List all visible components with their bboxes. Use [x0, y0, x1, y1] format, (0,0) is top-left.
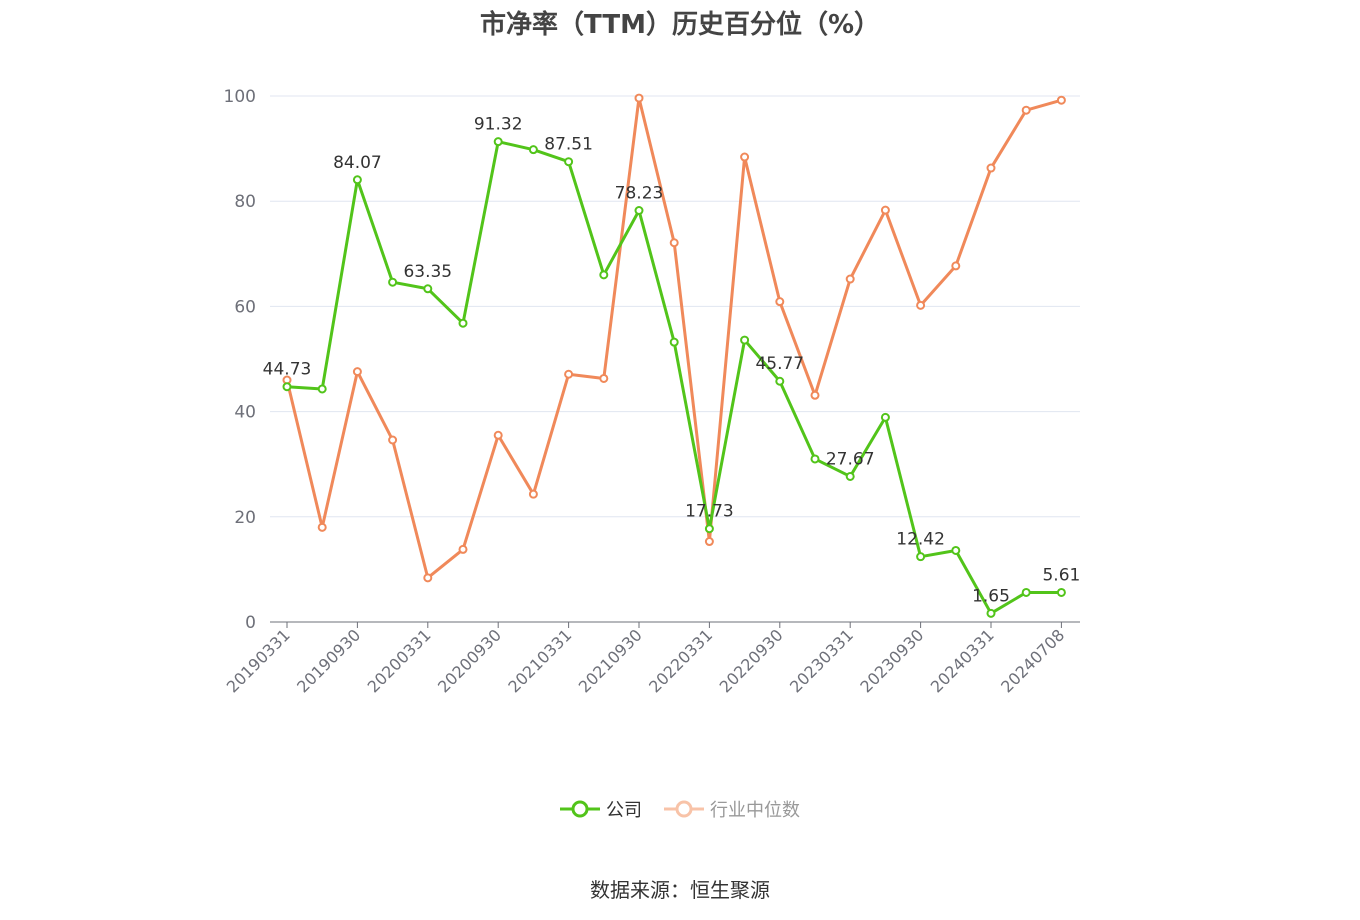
data-point[interactable] [740, 152, 750, 162]
x-tick-label: 20240708 [997, 625, 1068, 696]
data-label: 44.73 [263, 360, 312, 380]
x-tick-label: 20210331 [504, 625, 575, 696]
data-point[interactable] [317, 384, 327, 394]
data-label: 91.32 [474, 115, 523, 135]
data-point[interactable] [1021, 105, 1031, 115]
y-tick-label: 20 [234, 508, 256, 528]
data-point[interactable] [458, 318, 468, 328]
data-point[interactable] [599, 270, 609, 280]
data-label: 5.61 [1042, 565, 1080, 585]
x-tick-label: 20230930 [856, 625, 927, 696]
x-tick-label: 20200331 [364, 625, 435, 696]
data-point[interactable] [528, 145, 538, 155]
data-point[interactable] [423, 284, 433, 294]
data-point[interactable] [352, 175, 362, 185]
legend-item-company[interactable]: 公司 [560, 796, 642, 822]
data-point[interactable] [634, 93, 644, 103]
legend-marker-industry-icon [664, 800, 704, 818]
x-tick-label: 20190331 [223, 625, 294, 696]
data-point[interactable] [986, 163, 996, 173]
data-point[interactable] [388, 435, 398, 445]
data-point[interactable] [599, 373, 609, 383]
legend-marker-company-icon [560, 800, 600, 818]
data-label: 87.51 [544, 135, 593, 155]
data-point[interactable] [951, 261, 961, 271]
data-point[interactable] [704, 524, 714, 534]
data-point[interactable] [1021, 587, 1031, 597]
y-tick-label: 0 [245, 613, 256, 633]
data-point[interactable] [458, 544, 468, 554]
data-point[interactable] [493, 430, 503, 440]
x-tick-label: 20190930 [293, 625, 364, 696]
data-point[interactable] [669, 337, 679, 347]
y-tick-label: 40 [234, 403, 256, 423]
y-tick-label: 60 [234, 297, 256, 317]
data-source-note: 数据来源：恒生聚源 [590, 878, 770, 902]
data-label: 63.35 [403, 262, 452, 282]
data-point[interactable] [564, 369, 574, 379]
data-point[interactable] [634, 206, 644, 216]
data-label: 1.65 [972, 586, 1010, 606]
label-layer: 44.73 84.07 63.35 91.32 87.51 78.23 17.73 45.77… [263, 115, 1081, 607]
data-point[interactable] [704, 537, 714, 547]
data-point[interactable] [1056, 95, 1066, 105]
data-point[interactable] [528, 489, 538, 499]
data-label: 12.42 [896, 530, 945, 550]
data-point[interactable] [564, 157, 574, 167]
data-point[interactable] [951, 545, 961, 555]
data-point[interactable] [810, 390, 820, 400]
data-label: 45.77 [755, 354, 804, 374]
grid-layer [270, 95, 1080, 518]
data-point[interactable] [669, 238, 679, 248]
data-label: 84.07 [333, 153, 382, 173]
data-point[interactable] [845, 471, 855, 481]
legend-label-industry: 行业中位数 [710, 800, 800, 821]
data-point[interactable] [916, 300, 926, 310]
x-tick-label: 20240331 [927, 625, 998, 696]
y-tick-label: 80 [234, 192, 256, 212]
data-point[interactable] [423, 573, 433, 583]
data-point[interactable] [282, 382, 292, 392]
data-point[interactable] [916, 552, 926, 562]
data-point[interactable] [317, 522, 327, 532]
data-label: 17.73 [685, 502, 734, 522]
x-tick-label: 20210930 [575, 625, 646, 696]
data-point[interactable] [740, 335, 750, 345]
x-tick-label: 20230331 [786, 625, 857, 696]
data-point[interactable] [845, 274, 855, 284]
data-point[interactable] [775, 297, 785, 307]
data-point[interactable] [1056, 587, 1066, 597]
data-point[interactable] [775, 376, 785, 386]
data-label: 78.23 [615, 184, 664, 204]
data-label: 27.67 [826, 449, 875, 469]
legend-item-industry[interactable]: 行业中位数 [664, 796, 800, 822]
data-point[interactable] [352, 367, 362, 377]
legend: 公司 行业中位数 [0, 796, 1360, 822]
data-point[interactable] [880, 412, 890, 422]
y-tick-label: 100 [224, 87, 256, 107]
data-point[interactable] [810, 454, 820, 464]
legend-label-company: 公司 [606, 800, 642, 821]
x-tick-label: 20200930 [434, 625, 505, 696]
series-line-0 [286, 140, 1062, 615]
x-tick-label: 20220331 [645, 625, 716, 696]
data-point[interactable] [493, 137, 503, 147]
data-point[interactable] [880, 205, 890, 215]
series-layer [282, 93, 1066, 618]
chart-title: 市净率（TTM）历史百分位（%） [480, 10, 880, 40]
data-point[interactable] [388, 277, 398, 287]
data-point[interactable] [986, 608, 996, 618]
x-tick-label: 20220930 [716, 625, 787, 696]
